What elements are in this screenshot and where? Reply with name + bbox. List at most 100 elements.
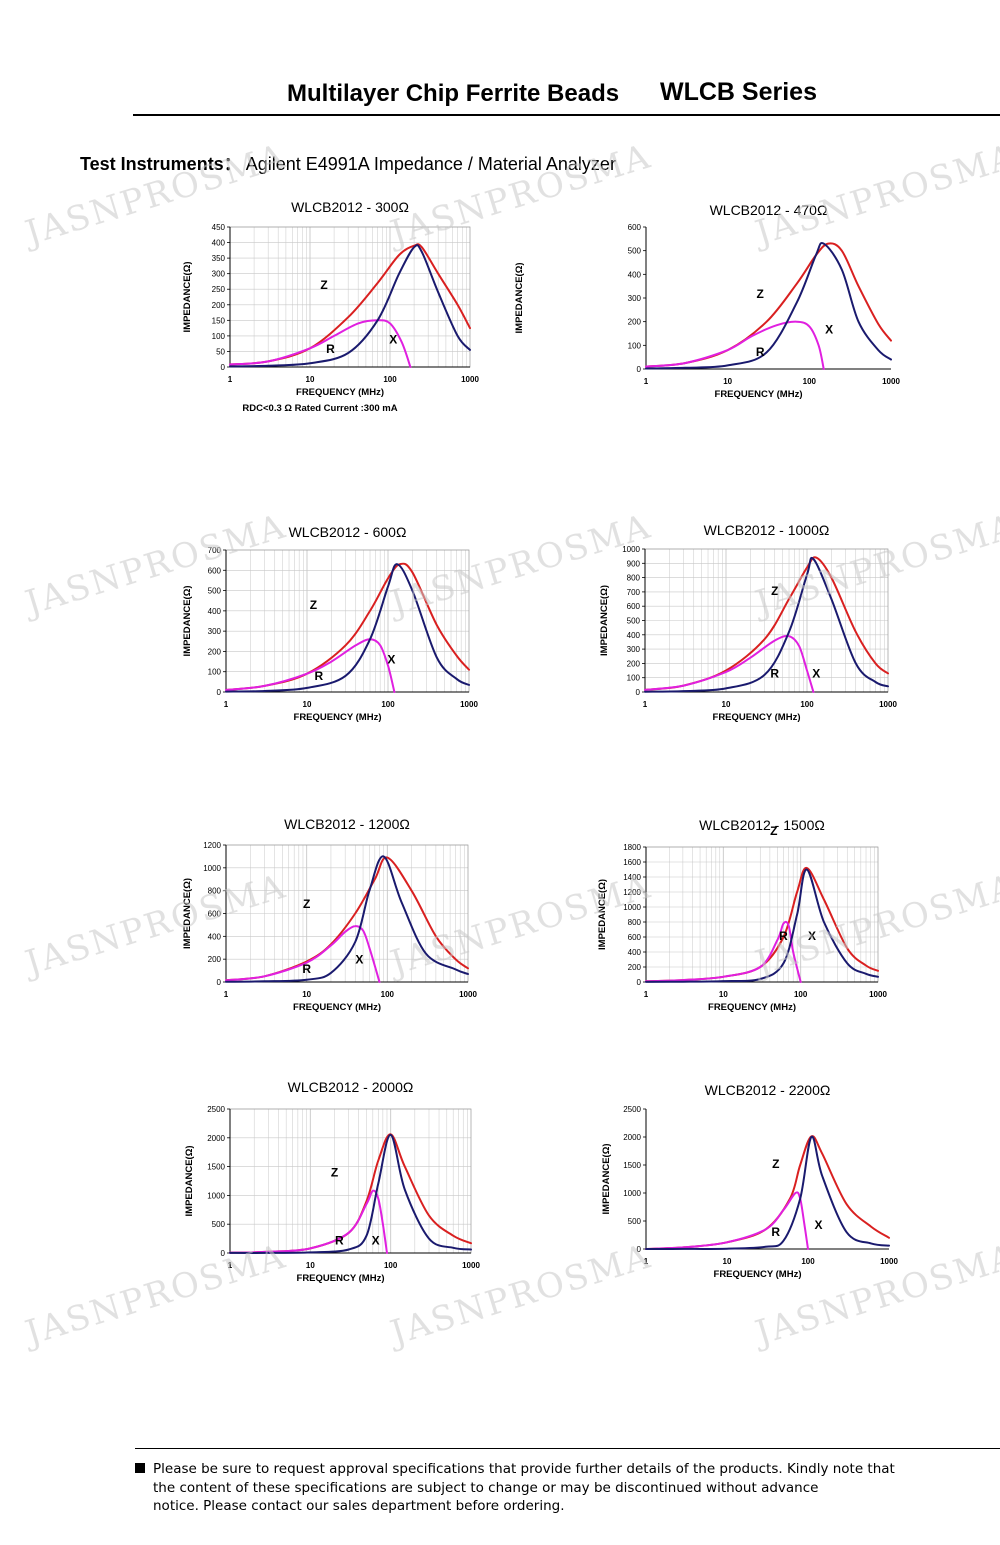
y-tick-label: 1200 (203, 841, 221, 850)
y-tick-label: 0 (636, 688, 641, 697)
x-tick-label: 10 (719, 990, 728, 999)
series-r-line (229, 319, 412, 368)
x-tick-label: 1000 (879, 700, 897, 709)
y-tick-label: 200 (628, 963, 642, 972)
curve-label-z: Z (771, 584, 778, 598)
y-tick-label: 300 (208, 627, 222, 636)
series-r-line (225, 638, 396, 693)
y-tick-label: 900 (627, 559, 641, 568)
curve-label-x: X (825, 323, 833, 337)
x-tick-label: 10 (306, 375, 315, 384)
bullet-square-icon (135, 1463, 145, 1473)
page-title: Multilayer Chip Ferrite Beads (287, 80, 620, 107)
x-tick-label: 100 (381, 700, 395, 709)
y-tick-label: 0 (217, 978, 222, 987)
footer-line-1: Please be sure to request approval speci… (153, 1461, 895, 1477)
y-tick-label: 400 (628, 948, 642, 957)
chart-title: WLCB2012 - 300Ω (291, 199, 409, 215)
x-tick-label: 1000 (869, 990, 887, 999)
x-tick-label: 1 (644, 377, 649, 386)
x-axis-title: FREQUENCY (MHz) (297, 1273, 385, 1284)
y-axis-title: IMPEDANCE(Ω) (184, 1146, 195, 1217)
x-tick-label: 1 (228, 1261, 233, 1270)
series-z-line (229, 1133, 472, 1254)
y-tick-label: 50 (216, 347, 225, 356)
x-axis-title: FREQUENCY (MHz) (293, 1002, 381, 1013)
x-tick-label: 1 (228, 375, 233, 384)
x-axis-title: FREQUENCY (MHz) (715, 389, 803, 400)
x-tick-label: 10 (303, 700, 312, 709)
y-axis-title: IMPEDANCE(Ω) (601, 1144, 612, 1215)
x-axis-title: FREQUENCY (MHz) (296, 387, 384, 398)
impedance-chart-6: WLCB2012 - 1500Ω 0 200 400 600 800 1000 1200 140… (597, 817, 887, 1013)
footer-notice: Please be sure to request approval speci… (135, 1460, 895, 1516)
instruments-label: Test Instruments： (80, 154, 242, 174)
series-z-line (645, 242, 892, 368)
y-tick-label: 1000 (623, 903, 641, 912)
y-tick-label: 200 (627, 659, 641, 668)
chart-title: WLCB2012 - 1500Ω (699, 817, 825, 833)
y-tick-label: 400 (208, 932, 222, 941)
x-tick-label: 100 (383, 375, 397, 384)
impedance-chart-4: WLCB2012 - 1000Ω 0 100 200 300 400 500 600 700 80… (599, 522, 897, 723)
y-tick-label: 1000 (207, 1191, 225, 1200)
x-tick-label: 1000 (460, 700, 478, 709)
curve-label-r: R (771, 1225, 780, 1239)
chart-title: WLCB2012 - 2000Ω (288, 1079, 414, 1095)
series-x-line (225, 563, 470, 693)
x-tick-label: 10 (722, 700, 731, 709)
series-z-line (645, 1135, 890, 1250)
series-x-line (225, 855, 469, 983)
x-tick-label: 100 (800, 700, 814, 709)
y-tick-label: 500 (212, 1220, 226, 1229)
x-tick-label: 100 (803, 377, 817, 386)
x-tick-label: 1000 (880, 1257, 898, 1266)
test-instruments: Test Instruments： Agilent E4991A Impedan… (80, 150, 616, 176)
x-tick-label: 100 (801, 1257, 815, 1266)
x-tick-label: 100 (384, 1261, 398, 1270)
plot-frame (225, 549, 470, 693)
y-tick-label: 800 (628, 918, 642, 927)
series-z-line (225, 562, 470, 691)
header-divider (133, 114, 1000, 116)
y-tick-label: 1400 (623, 873, 641, 882)
y-tick-label: 200 (208, 955, 222, 964)
series-r-line (229, 1189, 388, 1254)
y-tick-label: 600 (208, 910, 222, 919)
y-tick-label: 1600 (623, 858, 641, 867)
y-tick-label: 450 (212, 223, 226, 232)
y-tick-label: 600 (627, 602, 641, 611)
curve-label-r: R (770, 667, 779, 681)
x-tick-label: 100 (794, 990, 808, 999)
chart-note: RDC<0.3 Ω Rated Current :300 mA (242, 403, 397, 414)
footer-line-3: notice. Please contact our sales departm… (153, 1498, 565, 1514)
y-tick-label: 200 (212, 301, 226, 310)
x-tick-label: 100 (381, 990, 395, 999)
chart-title: WLCB2012 - 470Ω (710, 202, 828, 218)
curve-label-r: R (326, 342, 335, 356)
y-axis-title: IMPEDANCE(Ω) (182, 586, 193, 657)
chart-title: WLCB2012 - 600Ω (289, 524, 407, 540)
impedance-chart-1: WLCB2012 - 300Ω 0 50 100 150 200 250 300 350 400 4… (182, 199, 479, 414)
y-tick-label: 0 (221, 363, 226, 372)
y-tick-label: 400 (628, 270, 642, 279)
series-x-line (229, 1133, 472, 1254)
y-tick-label: 500 (627, 617, 641, 626)
y-tick-label: 1800 (623, 843, 641, 852)
x-tick-label: 1 (644, 1257, 649, 1266)
y-tick-label: 100 (627, 674, 641, 683)
y-tick-label: 1500 (207, 1163, 225, 1172)
impedance-chart-5: WLCB2012 - 1200Ω 0 200 400 600 800 1000 1200 1 10… (182, 816, 477, 1013)
y-tick-label: 2500 (207, 1105, 225, 1114)
y-tick-label: 600 (628, 223, 642, 232)
curve-label-x: X (387, 653, 395, 667)
y-tick-label: 400 (212, 239, 226, 248)
y-tick-label: 350 (212, 254, 226, 263)
impedance-chart-3: WLCB2012 - 600Ω 0 100 200 300 400 500 600 700 1 10… (182, 524, 478, 723)
y-tick-label: 0 (217, 688, 222, 697)
y-tick-label: 500 (208, 587, 222, 596)
curve-label-z: Z (303, 897, 310, 911)
curve-label-z: Z (772, 1157, 779, 1171)
curve-label-z: Z (310, 598, 317, 612)
